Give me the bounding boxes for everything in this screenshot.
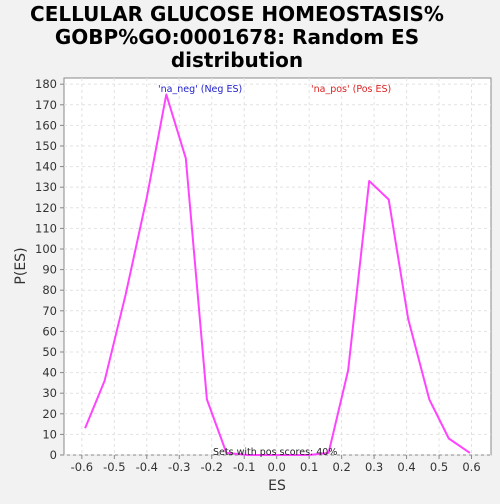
x-axis-label: ES [268, 478, 286, 494]
y-tick-label: 50 [42, 345, 57, 359]
x-tick-label: -0.6 [71, 460, 93, 474]
x-tick-label: 0.6 [462, 460, 480, 474]
x-tick-label: -0.4 [136, 460, 158, 474]
y-tick-label: 80 [42, 283, 57, 297]
x-tick-label: 0.3 [365, 460, 383, 474]
y-tick-label: 150 [35, 139, 57, 153]
plot-area [63, 77, 492, 456]
chart-title-line-1: CELLULAR GLUCOSE HOMEOSTASIS% [30, 2, 444, 26]
y-tick-label: 10 [42, 427, 57, 441]
y-tick-label: 110 [35, 221, 57, 235]
y-tick-label: 130 [35, 180, 57, 194]
y-tick-label: 20 [42, 407, 57, 421]
x-tick-label: -0.3 [168, 460, 190, 474]
y-tick-label: 0 [50, 448, 57, 462]
annotation-pos-es: 'na_pos' (Pos ES) [311, 84, 391, 95]
series-line [84, 93, 471, 456]
x-tick-label: -0.5 [103, 460, 125, 474]
series-layer [84, 93, 471, 456]
y-tick-label: 180 [35, 77, 57, 91]
y-tick-label: 40 [42, 366, 57, 380]
axes: -0.6 -0.5 -0.4 -0.3 -0.2 -0.1 0.0 0.1 0.2 0.3 0.4 0… [35, 77, 481, 474]
x-tick-label: 0.0 [268, 460, 286, 474]
x-tick-label: -0.1 [233, 460, 255, 474]
chart-title-line-3: distribution [171, 48, 303, 72]
y-tick-label: 60 [42, 324, 57, 338]
x-tick-label: 0.4 [397, 460, 415, 474]
y-tick-label: 160 [35, 118, 57, 132]
y-tick-label: 70 [42, 304, 57, 318]
y-axis-label: P(ES) [13, 247, 29, 284]
y-tick-label: 170 [35, 98, 57, 112]
y-tick-label: 140 [35, 160, 57, 174]
y-tick-label: 90 [42, 263, 57, 277]
x-tick-label: 0.2 [332, 460, 350, 474]
grid [64, 78, 491, 456]
x-tick-label: 0.5 [430, 460, 448, 474]
x-tick-label: -0.2 [201, 460, 223, 474]
chart-title-line-2: GOBP%GO:0001678: Random ES [55, 25, 419, 49]
y-tick-label: 30 [42, 386, 57, 400]
x-tick-label: 0.1 [300, 460, 318, 474]
y-tick-label: 100 [35, 242, 57, 256]
annotation-pos-scores: Sets with pos scores: 40% [213, 447, 337, 458]
y-tick-label: 120 [35, 201, 57, 215]
annotation-neg-es: 'na_neg' (Neg ES) [158, 84, 242, 95]
